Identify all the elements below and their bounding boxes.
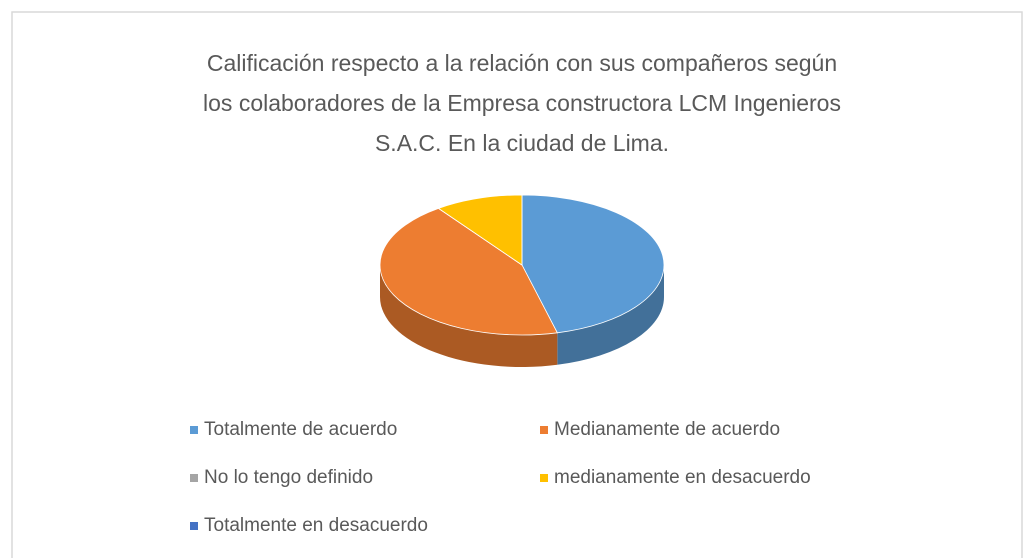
pie-side [557, 265, 664, 365]
legend-swatch [540, 426, 548, 434]
chart-title: los colaboradores de la Empresa construc… [203, 90, 841, 116]
legend-swatch [190, 522, 198, 530]
legend-label: Totalmente de acuerdo [204, 419, 397, 440]
legend-swatch [190, 474, 198, 482]
legend-label: No lo tengo definido [204, 467, 373, 488]
chart-title: Calificación respecto a la relación con … [207, 50, 837, 76]
legend-label: medianamente en desacuerdo [554, 467, 811, 488]
pie-side [380, 265, 558, 367]
pie-slice [379, 207, 558, 336]
legend-label: Totalmente en desacuerdo [204, 515, 428, 536]
legend-swatch [540, 474, 548, 482]
pie-slice [437, 194, 523, 266]
legend-swatch [190, 426, 198, 434]
chart-title: S.A.C. En la ciudad de Lima. [375, 130, 669, 156]
pie-slice [521, 194, 665, 334]
legend-label: Medianamente de acuerdo [554, 419, 780, 440]
